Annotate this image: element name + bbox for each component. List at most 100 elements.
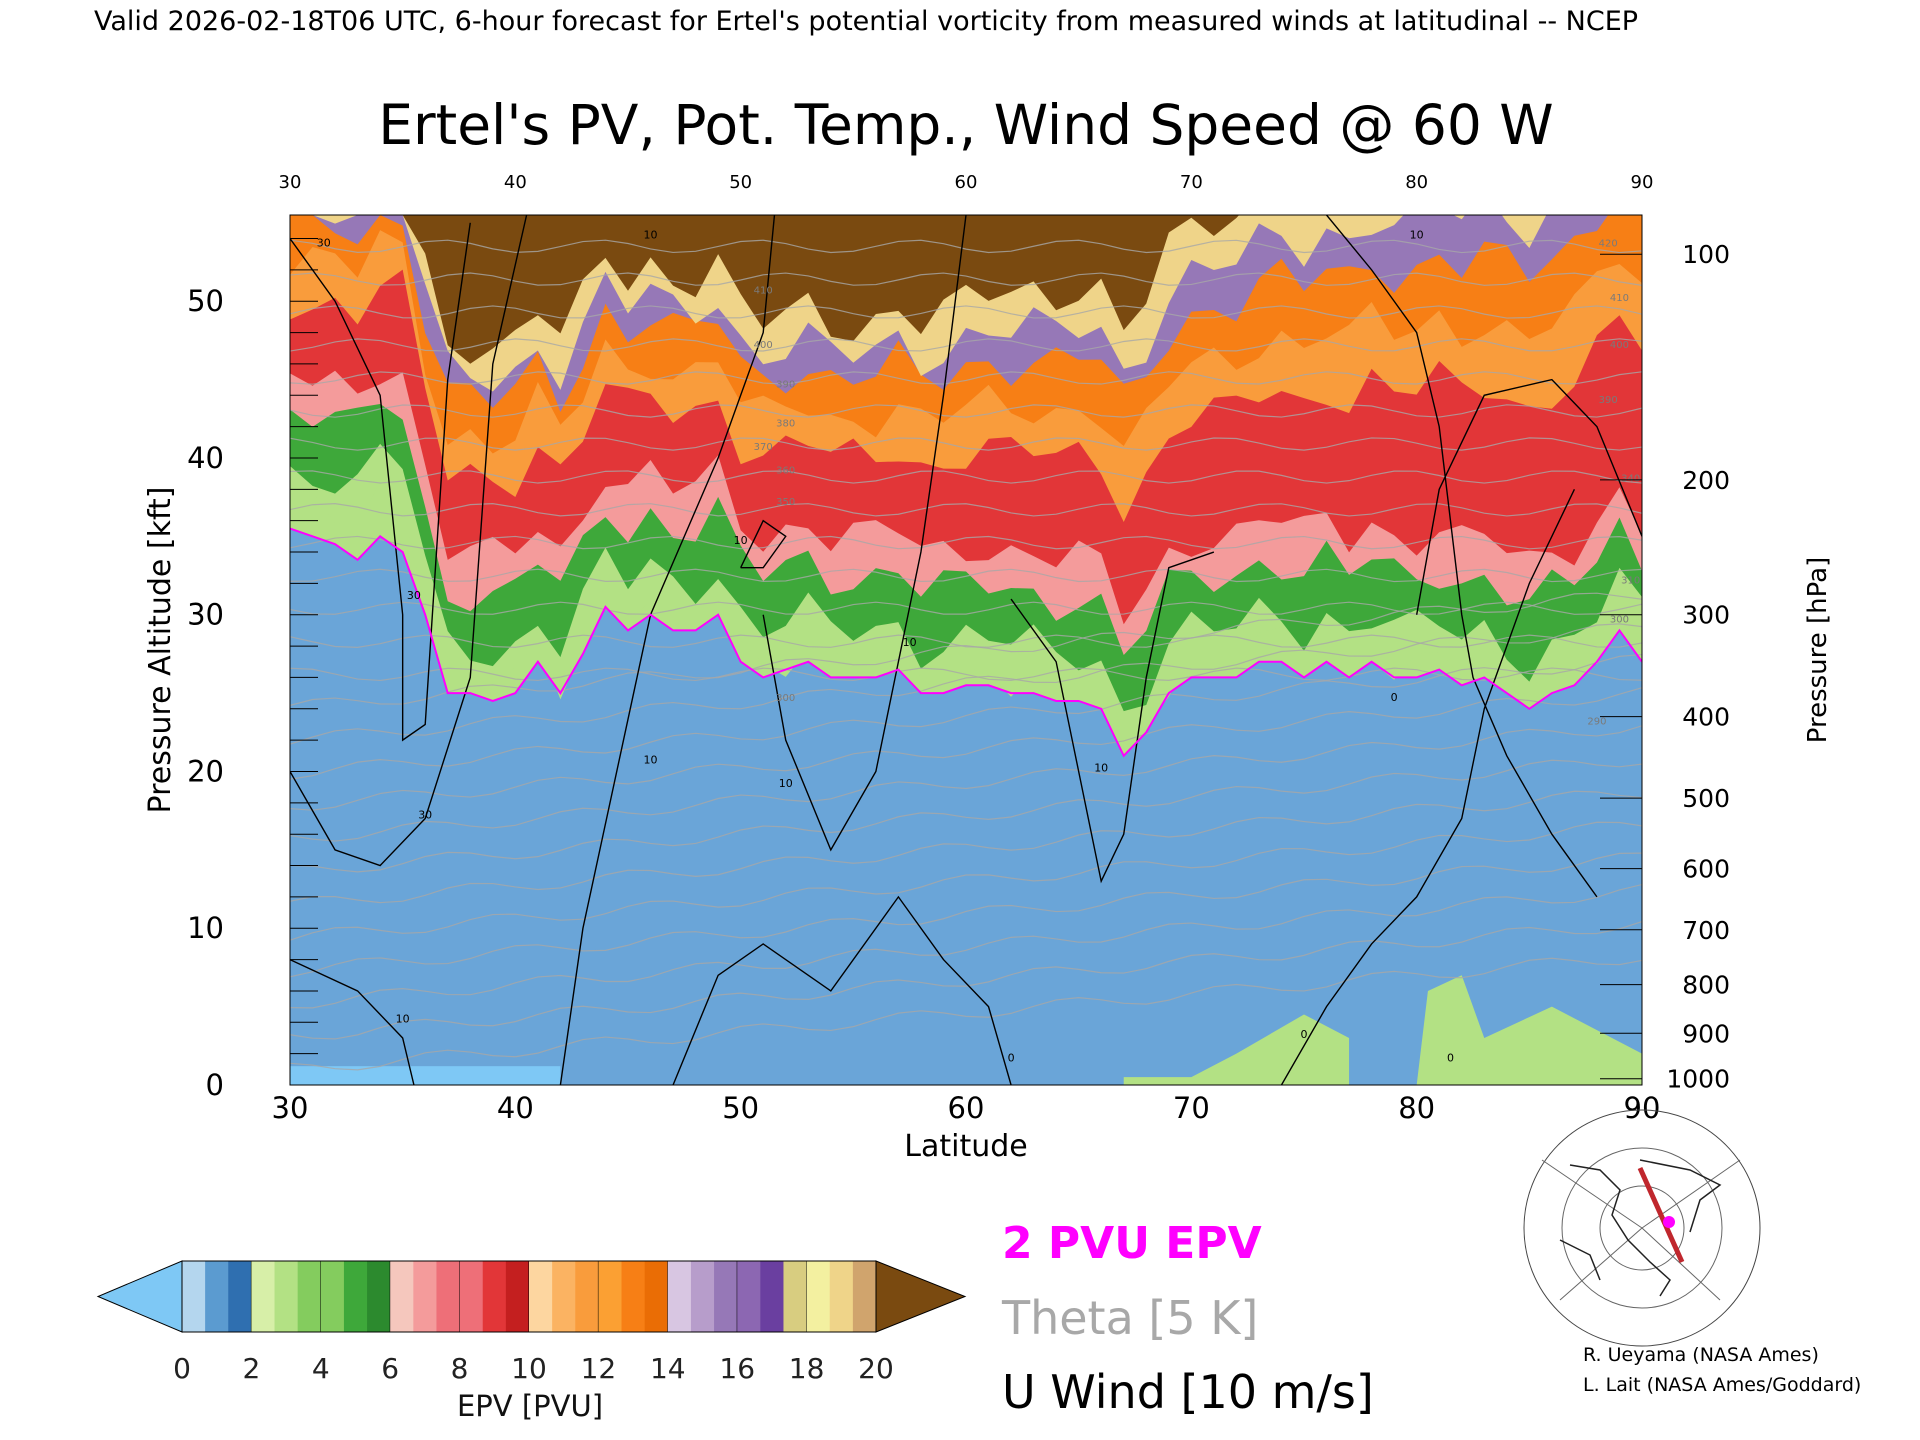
cross-section-location-map	[1523, 1109, 1761, 1347]
theta-contour	[290, 503, 1642, 517]
theta-contour	[290, 921, 1642, 1040]
u-wind-contour	[290, 215, 528, 867]
epv-colorbar: 0 2 4 6 8 10 12 14 16 18 20	[96, 1260, 967, 1385]
colorbar-swatch	[783, 1261, 808, 1332]
theta-contour-label: 400	[754, 340, 773, 351]
x-tick-label: 30	[272, 1091, 309, 1125]
colorbar-tick-label: 20	[858, 1352, 894, 1385]
x-tick-label: 50	[722, 1091, 759, 1125]
colorbar-tick-label: 2	[242, 1352, 260, 1385]
colorbar-swatch	[714, 1261, 738, 1332]
u-wind-contour-label: 10	[1094, 761, 1108, 774]
x-top-tick-label: 80	[1405, 172, 1428, 193]
pressure-tick-label: 500	[1682, 784, 1730, 813]
pressure-tick-label: 1000	[1666, 1065, 1730, 1094]
two-pvu-contour	[290, 527, 1642, 758]
theta-contour-label: 370	[754, 442, 773, 453]
theta-contour	[290, 338, 1642, 352]
theta-contour	[290, 634, 1642, 648]
theta-contour-label: 340	[1621, 473, 1640, 484]
colorbar-swatch	[760, 1261, 784, 1332]
x-axis-label: Latitude	[904, 1129, 1027, 1164]
theta-contour	[290, 437, 1642, 451]
x-tick-label: 70	[1173, 1091, 1210, 1125]
theta-contour-label: 300	[776, 693, 795, 704]
colorbar-swatch	[205, 1261, 229, 1332]
u-wind-contour-label: 0	[1008, 1051, 1015, 1064]
u-wind-contour-label: 0	[1447, 1051, 1454, 1064]
colorbar-tick-label: 4	[312, 1352, 330, 1385]
pv-negative-patch	[290, 1066, 561, 1085]
colorbar-tick-label: 10	[511, 1352, 547, 1385]
u-wind-contour-label: 10	[734, 534, 748, 547]
pv-surface-patch	[1123, 1014, 1350, 1085]
colorbar-tick-label: 0	[173, 1352, 191, 1385]
credit-line: R. Ueyama (NASA Ames)	[1583, 1344, 1819, 1366]
theta-contour-label: 410	[754, 285, 773, 296]
colorbar-swatch	[690, 1261, 715, 1332]
theta-contour	[290, 404, 1642, 418]
colorbar-swatch	[251, 1261, 276, 1332]
colorbar-swatch	[367, 1261, 391, 1332]
x-top-tick-label: 70	[1180, 172, 1203, 193]
legend-theta: Theta [5 K]	[1001, 1291, 1258, 1345]
theta-contour-label: 350	[776, 497, 795, 508]
u-wind-contour-label: 30	[418, 809, 432, 822]
y2-axis-label: Pressure [hPa]	[1803, 557, 1833, 744]
theta-contour	[290, 790, 1642, 904]
colorbar-swatch	[575, 1261, 599, 1332]
theta-contour-label: 400	[1610, 340, 1629, 351]
theta-contour	[290, 759, 1642, 873]
u-wind-contour-label: 10	[779, 777, 793, 790]
pressure-tick-label: 100	[1682, 240, 1730, 269]
theta-contour-label: 420	[1599, 238, 1618, 249]
colorbar-under-arrow	[96, 1260, 183, 1333]
u-wind-contour-label: 30	[407, 589, 421, 602]
colorbar-swatch	[482, 1261, 507, 1332]
theta-contour	[290, 957, 1642, 1071]
chart-title: Ertel's PV, Pot. Temp., Wind Speed @ 60 …	[378, 93, 1553, 157]
header-text: Valid 2026-02-18T06 UTC, 6-hour forecast…	[94, 6, 1638, 37]
y-tick-label: 40	[187, 441, 224, 475]
u-wind-contour-label: 10	[396, 1012, 410, 1025]
pressure-tick-label: 900	[1682, 1019, 1730, 1048]
theta-contour-label: 390	[1599, 395, 1618, 406]
theta-contour	[290, 272, 1642, 286]
colorbar-swatch	[644, 1261, 669, 1332]
pressure-tick-label: 300	[1682, 601, 1730, 630]
colorbar-swatch	[852, 1261, 877, 1332]
theta-contour	[290, 470, 1642, 484]
u-wind-contour-label: 0	[1391, 691, 1398, 704]
theta-contour	[290, 239, 1642, 254]
theta-contour	[290, 852, 1642, 978]
u-wind-contour	[1325, 215, 1598, 898]
plot-frame	[289, 214, 1643, 1086]
u-wind-contour-label: 10	[903, 636, 917, 649]
colorbar-tick-label: 16	[719, 1352, 755, 1385]
colorbar-swatch	[413, 1261, 437, 1332]
u-wind-contour	[1280, 489, 1576, 1085]
theta-contour-label: 290	[1587, 716, 1606, 727]
colorbar-swatch	[529, 1261, 553, 1332]
colorbar-swatch	[829, 1261, 854, 1332]
pressure-tick-label: 600	[1682, 855, 1730, 884]
colorbar-swatch	[274, 1261, 299, 1332]
theta-contour	[290, 305, 1642, 319]
colorbar-tick-label: 8	[451, 1352, 469, 1385]
y-axis-label: Pressure Altitude [kft]	[143, 487, 178, 814]
theta-contour-label: 390	[776, 379, 795, 390]
theta-contour-label: 380	[776, 419, 795, 430]
u-wind-contour	[672, 895, 1012, 1085]
theta-contour	[290, 667, 1642, 682]
u-wind-contour	[290, 958, 415, 1085]
y-tick-label: 0	[206, 1068, 224, 1102]
x-top-tick-label: 50	[729, 172, 752, 193]
pressure-tick-label: 400	[1682, 703, 1730, 732]
theta-contour	[290, 535, 1642, 550]
y-tick-label: 30	[187, 598, 224, 632]
u-wind-contour-label: 10	[644, 229, 658, 242]
colorbar-tick-label: 18	[789, 1352, 825, 1385]
x-tick-label: 60	[948, 1091, 985, 1125]
credits: R. Ueyama (NASA Ames) L. Lait (NASA Ames…	[1583, 1340, 1861, 1400]
pressure-tick-label: 200	[1682, 466, 1730, 495]
